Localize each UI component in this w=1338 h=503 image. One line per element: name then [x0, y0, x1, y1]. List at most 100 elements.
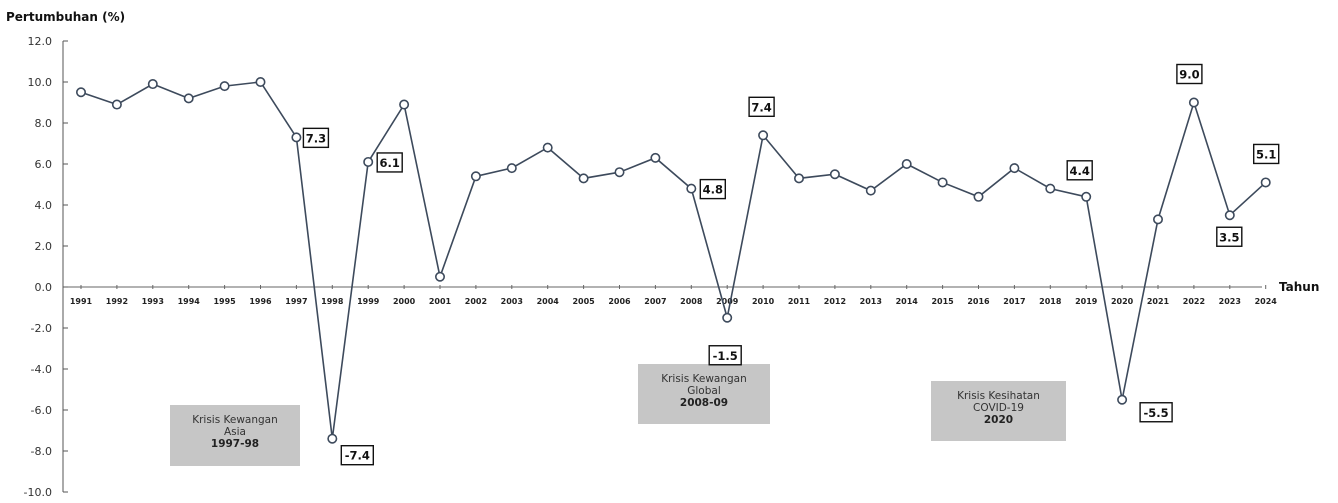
y-tick-label: 4.0 [35, 199, 53, 212]
y-tick-label: 12.0 [28, 35, 53, 48]
data-label-text: 4.8 [703, 183, 723, 197]
data-label-box [708, 345, 742, 366]
x-tick-label: 2012 [824, 297, 846, 306]
x-tick-label: 2023 [1219, 297, 1241, 306]
data-label-text: 3.5 [1219, 230, 1239, 244]
data-point [1260, 177, 1271, 188]
data-label: 7.4 [748, 96, 775, 118]
x-tick-label: 2020 [1111, 297, 1134, 306]
x-tick-label: 2005 [572, 297, 595, 306]
y-tick-label: 2.0 [35, 240, 53, 253]
data-label-box [1066, 160, 1093, 181]
data-label: 9.0 [1176, 63, 1203, 85]
x-tick-label: 2007 [644, 297, 666, 306]
x-tick-label: 2017 [1003, 297, 1025, 306]
annotation-text: COVID-19 [973, 402, 1024, 414]
x-tick-label: 2003 [501, 297, 523, 306]
data-point [614, 167, 625, 178]
data-label-text: 9.0 [1179, 68, 1199, 82]
data-point [327, 433, 338, 444]
data-point [76, 87, 87, 98]
data-point [542, 142, 553, 153]
x-tick-label: 2004 [537, 297, 560, 306]
data-point [793, 173, 804, 184]
x-tick-label: 2011 [788, 297, 811, 306]
data-point [650, 152, 661, 163]
x-tick-label: 2001 [429, 297, 452, 306]
x-tick-label: 1995 [213, 297, 236, 306]
data-label-box [340, 445, 374, 466]
data-point [1188, 97, 1199, 108]
annotation-background [931, 381, 1066, 441]
x-tick-label: 2013 [860, 297, 882, 306]
x-tick-label: 1996 [249, 297, 272, 306]
data-label: -7.4 [340, 445, 374, 466]
y-tick-label: 8.0 [35, 117, 53, 130]
annotation-text: Asia [224, 426, 246, 438]
data-point [291, 132, 302, 143]
data-point [1081, 191, 1092, 202]
x-tick-label: 2018 [1039, 297, 1062, 306]
x-tick-label: 1998 [321, 297, 344, 306]
data-label-box [376, 152, 403, 173]
x-tick-label: 1992 [106, 297, 128, 306]
x-tick-label: 2021 [1147, 297, 1170, 306]
data-label-text: -1.5 [713, 349, 738, 363]
x-tick-label: 2000 [393, 297, 416, 306]
data-label-box [748, 96, 775, 118]
data-label: -5.5 [1139, 402, 1173, 423]
data-label-box [1216, 226, 1243, 247]
y-axis-title: Pertumbuhan (%) [6, 10, 125, 24]
annotation-text: Krisis Kesihatan [957, 390, 1040, 402]
x-tick-label: 2015 [931, 297, 954, 306]
annotation-background [638, 364, 770, 424]
data-point [506, 163, 517, 174]
x-tick-label: 1999 [357, 297, 380, 306]
data-point [399, 99, 410, 110]
data-point [865, 185, 876, 196]
data-point [470, 171, 481, 182]
annotation-text: Krisis Kewangan [192, 414, 278, 426]
data-label-box [699, 178, 726, 200]
data-point [111, 99, 122, 110]
data-point [829, 169, 840, 180]
x-axis-title: Tahun [1279, 280, 1319, 294]
data-label-box [1176, 63, 1203, 85]
x-tick-label: 2008 [680, 297, 703, 306]
data-label: 5.1 [1252, 143, 1280, 165]
x-tick-label: 2022 [1183, 297, 1205, 306]
y-tick-label: -2.0 [31, 322, 52, 335]
data-label-box [302, 127, 330, 149]
x-tick-label: 2024 [1255, 297, 1278, 306]
x-tick-label: 2014 [896, 297, 919, 306]
data-label: 4.8 [699, 178, 726, 200]
data-point [973, 191, 984, 202]
data-point [901, 159, 912, 170]
data-label: -1.5 [708, 345, 742, 366]
data-point [219, 81, 230, 92]
x-tick-label: 2009 [716, 297, 739, 306]
annotation-period: 2020 [984, 414, 1013, 426]
x-tick-label: 1991 [70, 297, 93, 306]
y-tick-label: -8.0 [31, 445, 52, 458]
annotation-period: 2008-09 [680, 397, 728, 409]
data-label-text: 7.4 [751, 100, 771, 114]
data-point [1153, 214, 1164, 225]
x-tick-label: 2006 [608, 297, 631, 306]
data-label-text: 6.1 [380, 156, 400, 170]
data-label: 7.3 [302, 127, 330, 149]
data-point [578, 173, 589, 184]
data-label-box [1252, 143, 1280, 165]
annotation-background [170, 405, 300, 466]
data-label-text: 7.3 [306, 131, 326, 145]
x-tick-label: 2002 [465, 297, 487, 306]
x-tick-label: 1994 [178, 297, 201, 306]
data-label: 3.5 [1216, 226, 1243, 247]
data-label-text: -5.5 [1144, 406, 1169, 420]
x-tick-label: 1993 [142, 297, 164, 306]
